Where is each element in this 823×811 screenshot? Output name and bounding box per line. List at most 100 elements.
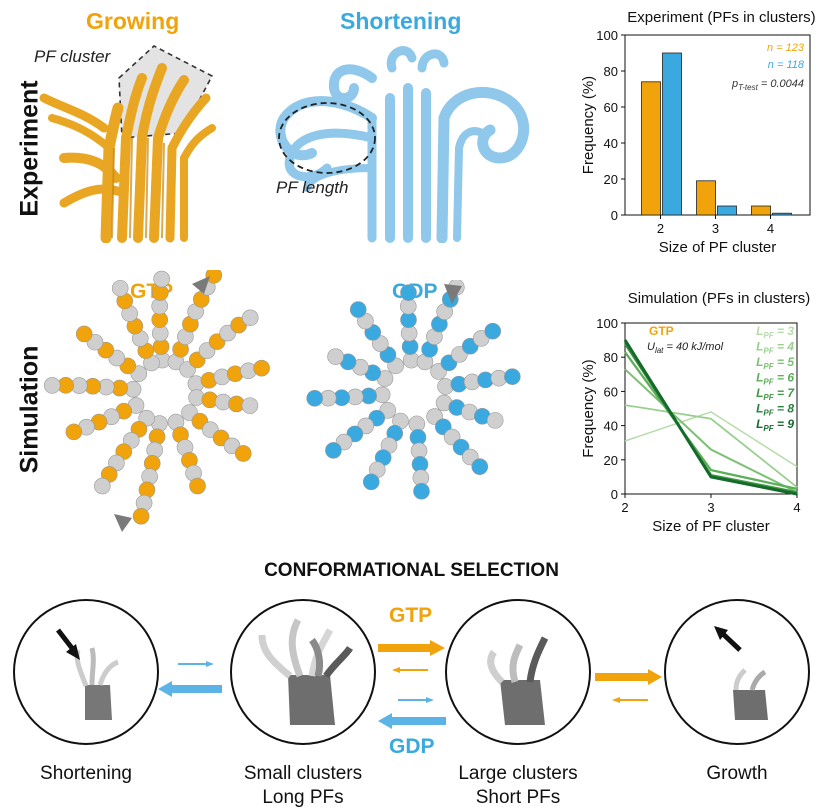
large-clusters-mt-icon (487, 636, 549, 725)
tubulin-bead (234, 445, 252, 462)
arrowhead-marker (114, 514, 132, 532)
tubulin-bead (471, 458, 489, 475)
stage-circle-small-clusters (230, 599, 376, 745)
tubulin-bead (362, 473, 380, 491)
tubulin-bead (43, 377, 61, 394)
bar-growing-2 (641, 81, 661, 216)
x-tick-label: 4 (767, 221, 774, 236)
legend-entry-lpf-9: LPF = 9 (756, 417, 794, 433)
x-tick-label: 4 (793, 500, 800, 515)
x-axis-label: Size of PF cluster (652, 518, 770, 535)
tubulin-bead (65, 423, 83, 441)
stage-label-shortening: Shortening (40, 763, 132, 784)
y-tick-label: 20 (604, 453, 618, 468)
y-tick-label: 20 (604, 172, 618, 187)
shortening-mt-icon (56, 628, 120, 720)
x-tick-label: 3 (707, 500, 714, 515)
series-line-lpf-9 (623, 339, 798, 496)
series-line-lpf-3 (624, 411, 798, 468)
legend-entry-lpf-8: LPF = 8 (756, 402, 794, 418)
chart-title: Experiment (PFs in clusters) (627, 9, 815, 26)
tubulin-bead (153, 270, 170, 288)
tubulin-bead (413, 482, 430, 500)
tubulin-bead (205, 270, 223, 284)
bar-growing-4 (751, 205, 771, 216)
y-tick-label: 40 (604, 136, 618, 151)
tubulin-bead (327, 348, 344, 365)
y-tick-label: 0 (611, 208, 618, 223)
series-line-lpf-5 (624, 368, 798, 494)
stage-label-small-clusters: Small clusters Long PFs (243, 763, 363, 808)
tubulin-bead (94, 477, 111, 495)
legend-entry-lpf-7: LPF = 7 (756, 386, 795, 402)
stage-circle-large-clusters (445, 599, 591, 745)
legend-title: GTP (649, 324, 674, 338)
gdp-simulation-ring (306, 280, 521, 500)
stage-circle-growth (664, 599, 810, 745)
bar-shortening-4 (772, 212, 792, 216)
y-tick-label: 40 (604, 419, 618, 434)
legend-entry-lpf-5: LPF = 5 (756, 355, 794, 371)
y-axis-label: Frequency (%) (580, 359, 597, 457)
y-tick-label: 0 (611, 487, 618, 502)
pf-length-ellipse (278, 102, 376, 174)
stage-label-large-clusters: Large clusters Short PFs (458, 763, 578, 808)
stage-circle-shortening (13, 599, 159, 745)
stage-label-growth: Growth (706, 763, 768, 784)
transition-gtp-label: GTP (389, 604, 433, 627)
tubulin-bead (111, 279, 129, 297)
pf-length-label: PF length (276, 178, 349, 197)
x-axis-label: Size of PF cluster (659, 239, 777, 256)
tubulin-bead (306, 389, 323, 407)
tubulin-bead (484, 322, 502, 340)
chart-title: Simulation (PFs in clusters) (628, 290, 811, 307)
pf-cluster-label: PF cluster (34, 47, 111, 66)
y-tick-label: 60 (604, 100, 618, 115)
tubulin-bead (486, 412, 504, 429)
x-tick-label: 2 (657, 221, 664, 236)
y-tick-label: 80 (604, 64, 618, 79)
conformational-selection-title: CONFORMATIONAL SELECTION (264, 560, 559, 581)
experiment-bar-chart: Experiment (PFs in clusters) 0 20 40 60 80 100… (580, 9, 816, 256)
legend-subtitle: Ulat = 40 kJ/mol (647, 341, 724, 355)
bar-shortening-2 (662, 52, 682, 216)
tubulin-bead (325, 442, 342, 459)
tubulin-bead (189, 477, 206, 495)
tubulin-bead (349, 301, 367, 318)
shortening-density-map (275, 46, 530, 243)
bar-shortening-3 (717, 205, 737, 216)
growing-density-map (39, 45, 216, 243)
transition-gdp-label: GDP (389, 735, 435, 758)
n-shortening-annotation: n = 118 (768, 59, 805, 71)
series-line-lpf-4 (624, 404, 798, 488)
tubulin-bead (75, 325, 93, 343)
n-growing-annotation: n = 123 (767, 42, 805, 54)
y-tick-label: 100 (596, 316, 618, 331)
tubulin-bead (241, 309, 259, 327)
gtp-simulation-ring (43, 270, 270, 532)
p-value-annotation: pT-test = 0.0044 (731, 78, 804, 92)
legend-entry-lpf-6: LPF = 6 (756, 371, 794, 387)
y-tick-label: 100 (596, 28, 618, 43)
series-line-lpf-6 (624, 351, 798, 490)
arrowhead-marker (192, 276, 210, 294)
conformational-selection-diagram (13, 599, 810, 745)
x-tick-label: 2 (621, 500, 628, 515)
tubulin-bead (241, 397, 259, 414)
legend-entry-lpf-3: LPF = 3 (756, 324, 794, 340)
growth-mt-icon (714, 626, 768, 720)
bar-growing-3 (696, 180, 716, 216)
x-tick-label: 3 (712, 221, 719, 236)
y-axis-label: Frequency (%) (580, 76, 597, 174)
legend-entry-lpf-4: LPF = 4 (756, 340, 794, 356)
y-tick-label: 60 (604, 384, 618, 399)
small-clusters-mt-icon (258, 618, 353, 725)
arrowhead-marker (444, 284, 462, 304)
y-tick-label: 80 (604, 350, 618, 365)
simulation-line-chart: Simulation (PFs in clusters) 0 20 40 60 80 100… (580, 290, 811, 535)
tubulin-bead (132, 507, 150, 525)
shortening-title: Shortening (340, 8, 462, 34)
tubulin-bead (253, 359, 270, 377)
growing-title: Growing (86, 8, 180, 34)
tubulin-bead (400, 284, 417, 301)
